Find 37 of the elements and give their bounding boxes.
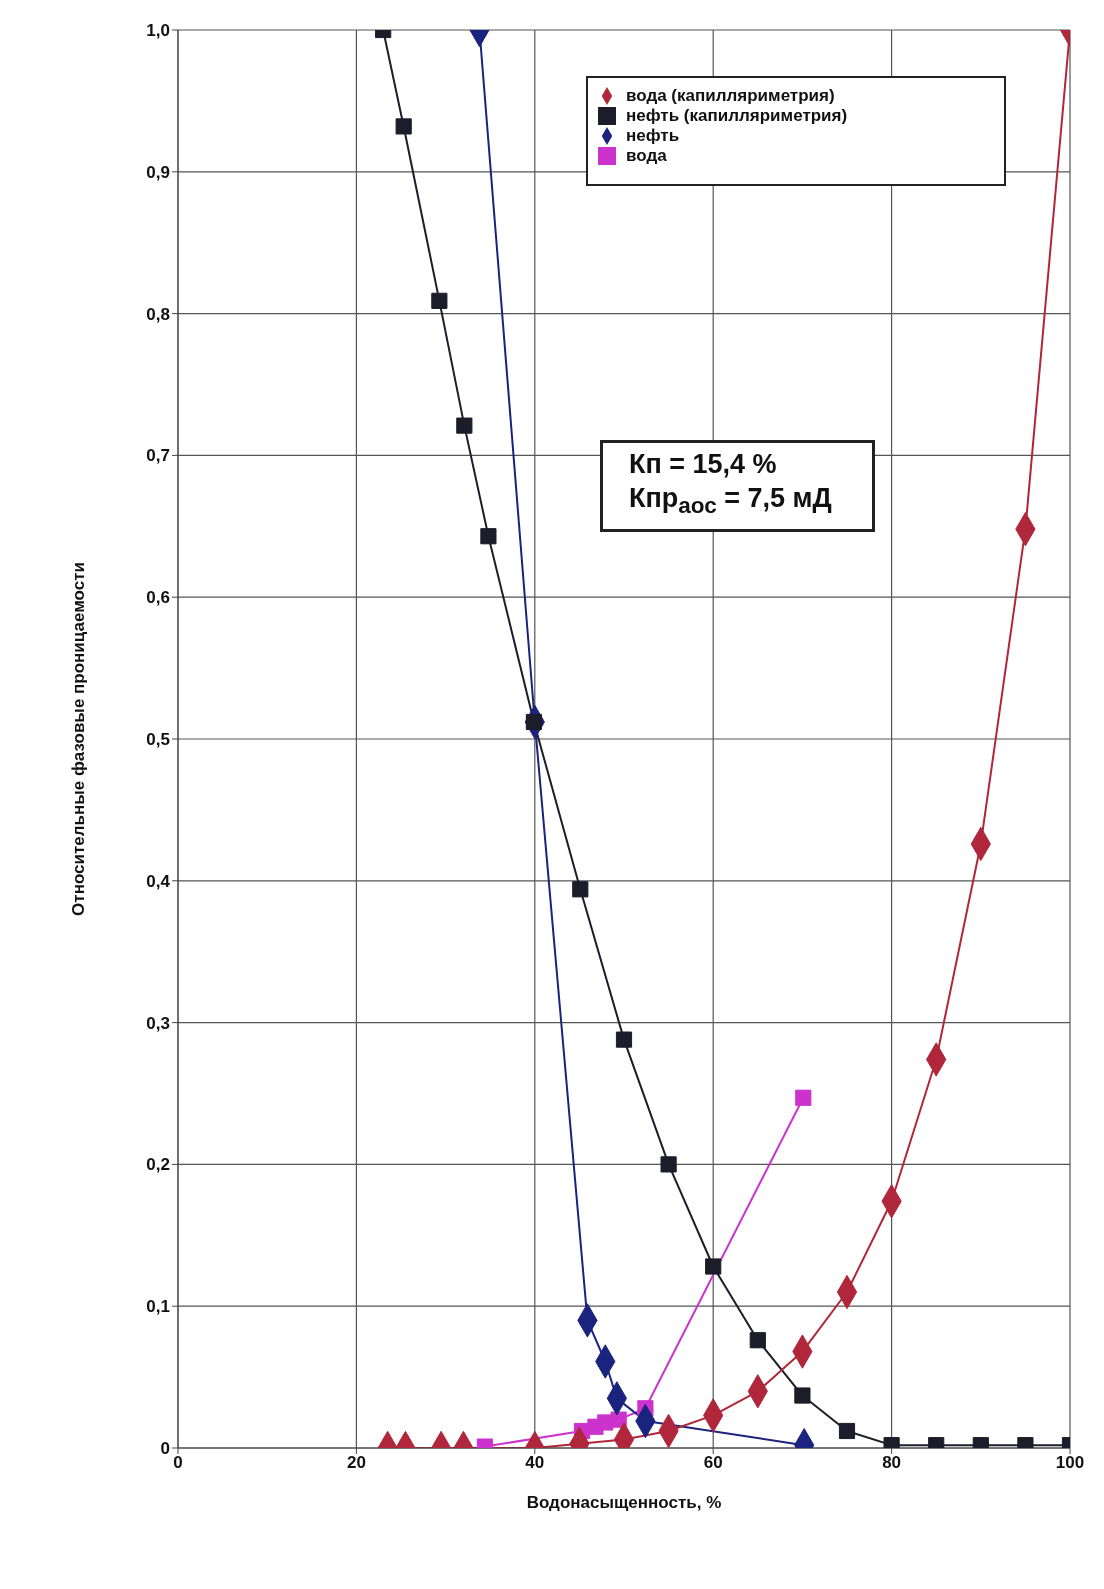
point bbox=[660, 1156, 677, 1173]
point bbox=[705, 1258, 722, 1275]
x-axis-title: Водонасыщенность, % bbox=[526, 1493, 722, 1512]
y-tick-label: 0,1 bbox=[146, 1297, 170, 1317]
x-tick-label: 20 bbox=[346, 1453, 366, 1473]
y-tick-label: 0,5 bbox=[146, 730, 170, 750]
legend-label: нефть (капилляриметрия) bbox=[626, 106, 849, 126]
y-tick-label: 0,4 bbox=[146, 871, 171, 891]
y-tick-label: 0,7 bbox=[146, 446, 170, 466]
y-tick-label: 0,3 bbox=[146, 1013, 170, 1033]
x-tick-label: 100 bbox=[1055, 1453, 1085, 1473]
x-tick-label: 0 bbox=[173, 1453, 183, 1473]
point bbox=[572, 881, 589, 898]
x-tick-label: 40 bbox=[525, 1453, 545, 1473]
y-tick-label: 0,9 bbox=[146, 162, 170, 182]
y-tick-label: 0,6 bbox=[146, 588, 170, 608]
legend-label: вода (капилляриметрия) bbox=[626, 86, 836, 106]
point bbox=[431, 292, 448, 309]
annotation: Кп = 15,4 % bbox=[629, 448, 778, 481]
y-axis-title: Относительные фазовые проницаемости bbox=[69, 562, 89, 916]
point bbox=[749, 1332, 766, 1349]
y-tick-label: 1,0 bbox=[146, 21, 170, 41]
legend-label: нефть bbox=[626, 126, 681, 146]
point bbox=[395, 118, 412, 135]
annotation: Кпр$_{аос}$ = 7,5 мД bbox=[629, 482, 832, 521]
point bbox=[456, 417, 473, 434]
point bbox=[795, 1089, 812, 1106]
point bbox=[480, 528, 497, 545]
legend-label: вода bbox=[626, 146, 668, 166]
y-tick-label: 0,2 bbox=[146, 1155, 170, 1175]
point bbox=[794, 1387, 811, 1404]
y-tick-label: 0 bbox=[160, 1439, 170, 1459]
x-tick-label: 60 bbox=[703, 1453, 723, 1473]
y-tick-label: 0,8 bbox=[146, 304, 170, 324]
point bbox=[838, 1422, 856, 1440]
point bbox=[615, 1031, 633, 1048]
x-tick-label: 80 bbox=[882, 1453, 902, 1473]
